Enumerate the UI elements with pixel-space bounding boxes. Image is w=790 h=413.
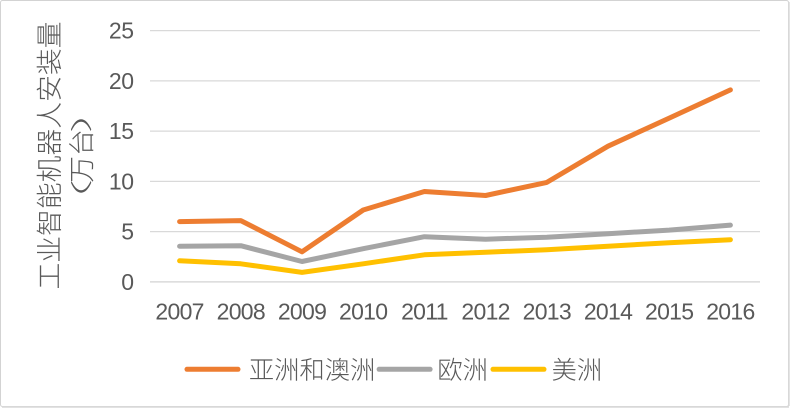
svg-text:2007: 2007 xyxy=(155,299,203,325)
svg-text:2013: 2013 xyxy=(523,299,571,325)
svg-text:2011: 2011 xyxy=(401,299,448,325)
svg-text:15: 15 xyxy=(109,118,134,144)
svg-text:2008: 2008 xyxy=(217,299,265,325)
svg-text:5: 5 xyxy=(121,219,133,245)
svg-text:2016: 2016 xyxy=(706,299,754,325)
svg-text:10: 10 xyxy=(109,168,134,194)
svg-text:0: 0 xyxy=(121,269,133,295)
svg-text:2015: 2015 xyxy=(645,299,693,325)
svg-text:2009: 2009 xyxy=(278,299,326,325)
svg-text:2010: 2010 xyxy=(339,299,387,325)
svg-text:2012: 2012 xyxy=(461,299,509,325)
svg-text:20: 20 xyxy=(109,68,134,94)
svg-text:25: 25 xyxy=(109,18,134,44)
svg-text:2014: 2014 xyxy=(584,299,633,325)
